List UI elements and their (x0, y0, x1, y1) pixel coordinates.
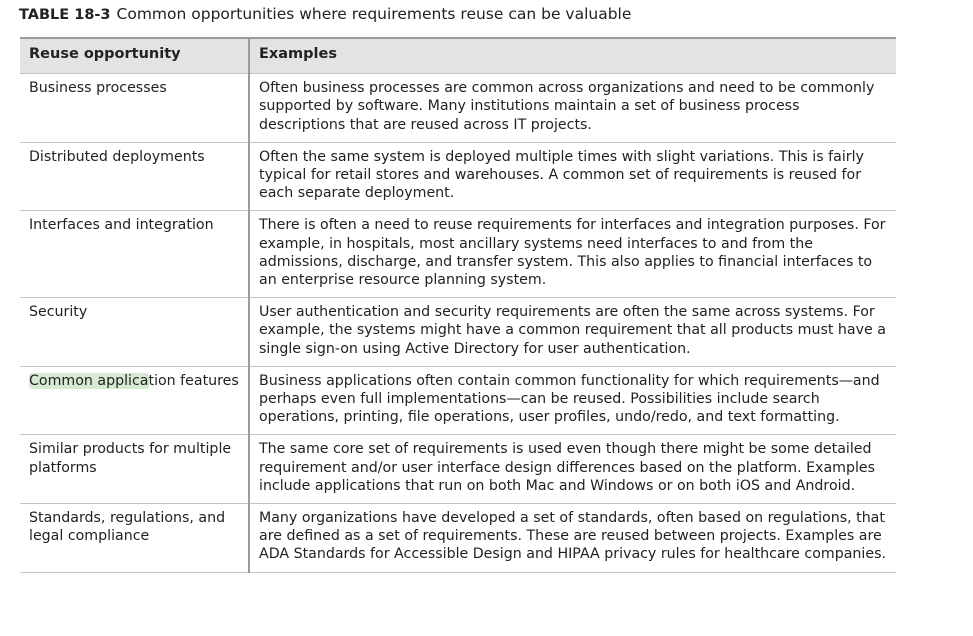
opportunity-cell: Similar products for multiple platforms (20, 434, 249, 504)
table-row: Standards, regulations, and legal compli… (20, 503, 896, 573)
table-title: Common opportunities where requirements … (116, 5, 632, 23)
opportunity-cell: Security (20, 297, 249, 367)
opportunity-cell: Standards, regulations, and legal compli… (20, 503, 249, 573)
table-row: Interfaces and integration There is ofte… (20, 210, 896, 298)
opportunity-cell: Distributed deployments (20, 141, 249, 211)
opportunity-text-rest: tion features (148, 372, 239, 389)
opportunity-cell: Business processes (20, 73, 249, 143)
table-row: Security User authentication and securit… (20, 297, 896, 367)
examples-cell: Often the same system is deployed multip… (248, 141, 896, 211)
opportunity-cell: Interfaces and integration (20, 210, 249, 298)
column-header-examples: Examples (248, 37, 896, 74)
table-row: Business processes Often business proces… (20, 73, 896, 143)
examples-cell: User authentication and security require… (248, 297, 896, 367)
text-highlight: Common applica (29, 372, 149, 389)
examples-cell: Many organizations have developed a set … (248, 503, 896, 573)
column-header-reuse-opportunity: Reuse opportunity (20, 37, 249, 74)
examples-cell: There is often a need to reuse requireme… (248, 210, 896, 298)
opportunity-cell: Common application features (20, 365, 249, 435)
table-row: Similar products for multiple platforms … (20, 434, 896, 504)
table-caption: TABLE 18-3 Common opportunities where req… (19, 5, 631, 23)
examples-cell: The same core set of requirements is use… (248, 434, 896, 504)
reuse-opportunities-table: Reuse opportunity Examples Business proc… (20, 37, 896, 573)
table-row: Distributed deployments Often the same s… (20, 141, 896, 211)
table-number: TABLE 18-3 (19, 7, 111, 23)
table-header-row: Reuse opportunity Examples (20, 37, 896, 74)
examples-cell: Business applications often contain comm… (248, 365, 896, 435)
examples-cell: Often business processes are common acro… (248, 73, 896, 143)
table-row: Common application features Business app… (20, 365, 896, 435)
